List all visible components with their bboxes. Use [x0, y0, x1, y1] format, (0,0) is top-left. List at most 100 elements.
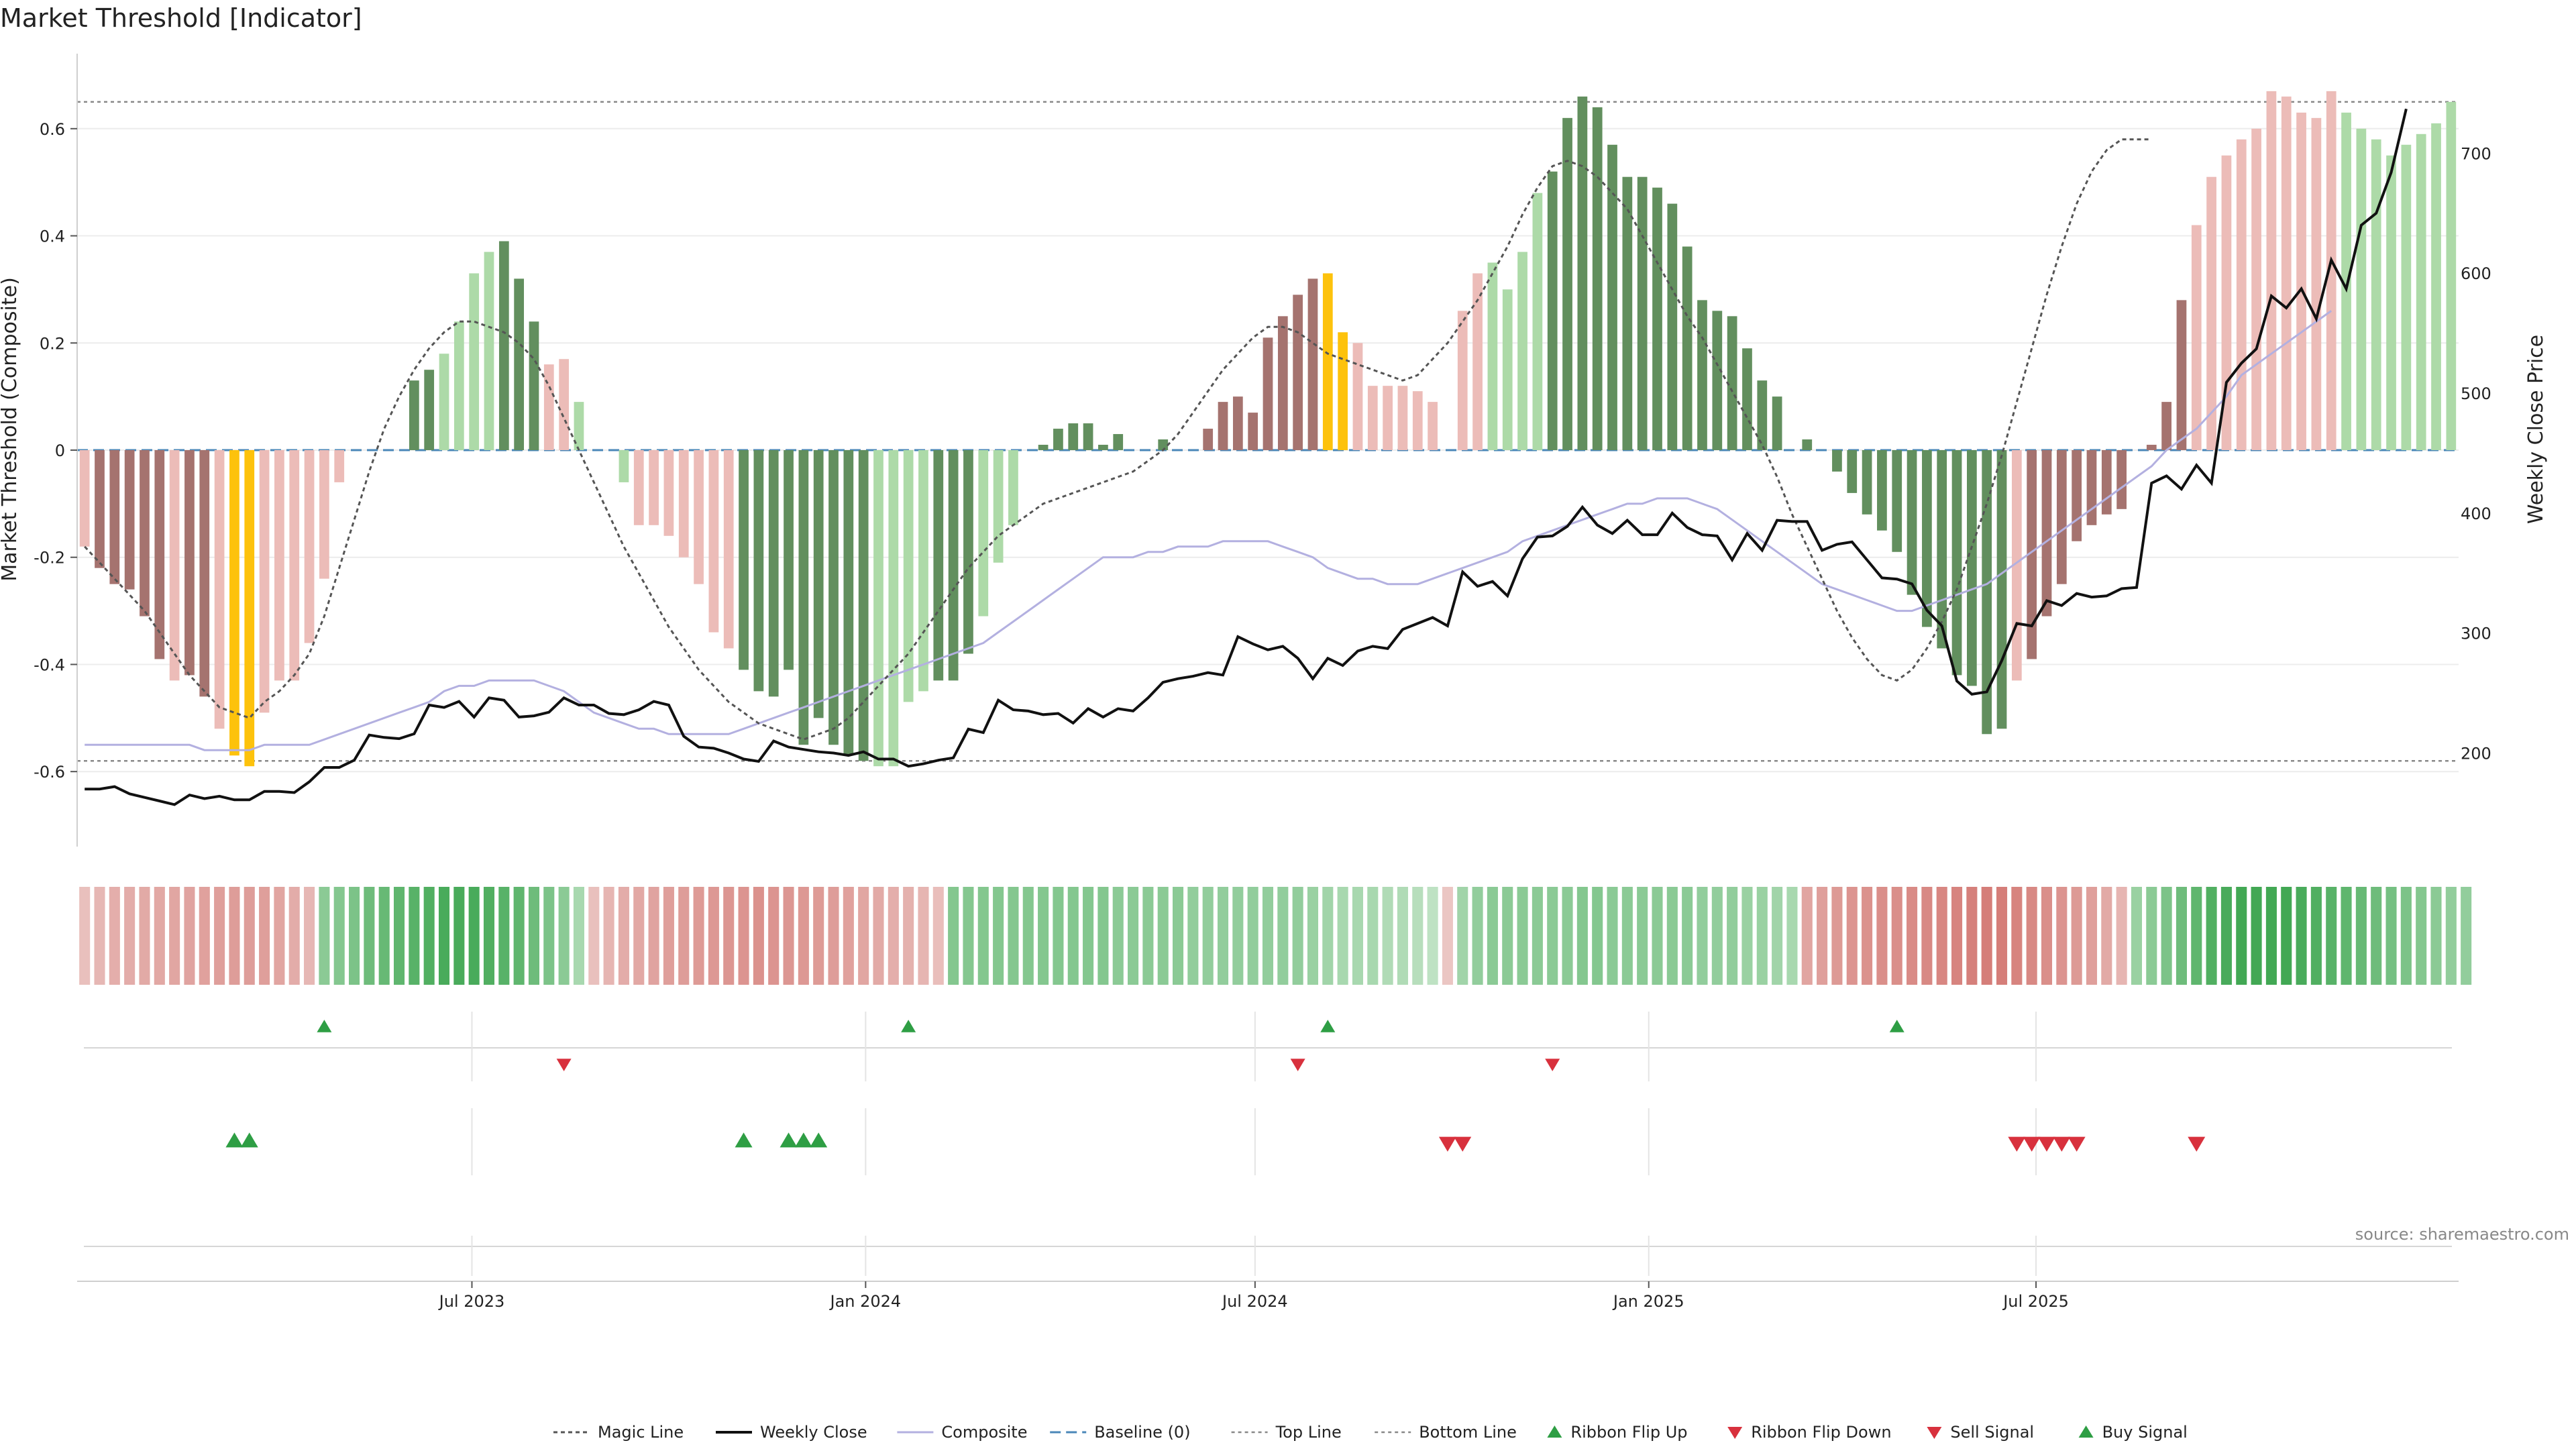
composite-bar [1742, 348, 1752, 450]
composite-bar [2191, 225, 2202, 450]
y-axis-label: Market Threshold (Composite) [0, 277, 21, 582]
composite-bar [140, 450, 150, 616]
composite-bar [1307, 278, 1318, 450]
legend-item-label: Magic Line [598, 1423, 684, 1442]
composite-bar [1412, 391, 1423, 450]
composite-bar [2371, 139, 2381, 450]
composite-bar [1293, 294, 1303, 450]
ribbon-cell [1067, 887, 1079, 985]
composite-bar [1038, 445, 1049, 450]
legend-swatch [1927, 1427, 1942, 1439]
ribbon-cell [903, 887, 914, 985]
x-tick-label: Jul 2025 [2002, 1292, 2069, 1311]
composite-bar [109, 450, 120, 584]
legend-item-label: Composite [941, 1423, 1027, 1442]
composite-bar [2236, 139, 2247, 450]
composite-bar [1383, 386, 1393, 450]
composite-bar [2266, 91, 2277, 451]
y2-tick-label: 600 [2461, 264, 2491, 283]
ribbon-cell [558, 887, 570, 985]
composite-bar [2416, 133, 2426, 450]
ribbon-flip-up-marker [317, 1020, 332, 1032]
ribbon-cell [1966, 887, 1978, 985]
composite-bar [274, 450, 284, 681]
composite-bar [124, 450, 135, 590]
composite-bar [1802, 439, 1813, 450]
composite-bar [828, 450, 839, 745]
composite-bar [1667, 203, 1678, 450]
ribbon-cell [603, 887, 614, 985]
composite-bar [1428, 402, 1438, 450]
composite-bar [798, 450, 809, 745]
composite-bar [1338, 332, 1348, 450]
ribbon-cell [393, 887, 405, 985]
composite-bar [244, 450, 255, 767]
ribbon-cell [2461, 887, 2472, 985]
y2-tick-label: 300 [2461, 625, 2491, 643]
ribbon-cell [1427, 887, 1438, 985]
ribbon-cell [1666, 887, 1678, 985]
composite-bar [453, 321, 464, 450]
composite-bar [514, 278, 525, 450]
composite-bar [1053, 429, 1063, 450]
legend-item-label: Sell Signal [1950, 1423, 2034, 1442]
ribbon-cell [977, 887, 989, 985]
composite-bar [95, 450, 105, 568]
sell-signal-marker [2188, 1136, 2206, 1152]
composite-line [85, 310, 2332, 751]
composite-bar [2431, 123, 2441, 450]
composite-bar [1098, 445, 1108, 450]
composite-bar [1158, 439, 1169, 450]
legend-item-label: Baseline (0) [1094, 1423, 1190, 1442]
composite-bar [753, 450, 764, 692]
buy-signal-marker [780, 1132, 798, 1148]
composite-bar [1203, 429, 1214, 450]
sell-signal-marker [2038, 1136, 2056, 1152]
buy-signal-marker [810, 1132, 828, 1148]
ribbon-cell [1217, 887, 1229, 985]
ribbon-cell [1907, 887, 1918, 985]
composite-bar [1487, 262, 1498, 450]
ribbon-cell [618, 887, 629, 985]
ribbon-cell [1576, 887, 1588, 985]
ribbon-cell [783, 887, 794, 985]
ribbon-cell [1457, 887, 1468, 985]
ribbon-cell [2310, 887, 2322, 985]
composite-bar [469, 273, 480, 450]
composite-bar [79, 450, 90, 547]
composite-bar [1352, 343, 1363, 450]
ribbon-cell [2251, 887, 2262, 985]
ribbon-cell [1008, 887, 1019, 985]
ribbon-cell [858, 887, 869, 985]
ribbon-cell [229, 887, 240, 985]
ribbon-cell [1128, 887, 1139, 985]
ribbon-cell [2220, 887, 2232, 985]
composite-bar [574, 402, 584, 450]
composite-bar [1607, 144, 1617, 450]
ribbon-cell [513, 887, 525, 985]
composite-bar [1922, 450, 1932, 627]
ribbon-flip-up-marker [1889, 1020, 1904, 1032]
ribbon-cell [813, 887, 824, 985]
ribbon-cell [154, 887, 165, 985]
ribbon-cell [1232, 887, 1244, 985]
ribbon-cell [2400, 887, 2412, 985]
ribbon-cell [828, 887, 839, 985]
composite-bar [439, 354, 449, 450]
y2-tick-label: 200 [2461, 745, 2491, 763]
composite-bar [1472, 273, 1483, 450]
ribbon-cell [2281, 887, 2292, 985]
ribbon-cell [1502, 887, 1513, 985]
ribbon-cell [2041, 887, 2053, 985]
ribbon-cell [1936, 887, 1947, 985]
legend-item-label: Bottom Line [1419, 1423, 1517, 1442]
composite-bar [2326, 91, 2337, 451]
legend-item-label: Ribbon Flip Up [1570, 1423, 1687, 1442]
composite-bar [993, 450, 1004, 563]
composite-bar [1068, 423, 1079, 450]
ribbon-cell [1187, 887, 1199, 985]
composite-bar [529, 321, 539, 450]
buy-signal-marker [225, 1132, 244, 1148]
composite-bars [79, 91, 2457, 767]
composite-bar [559, 359, 569, 450]
